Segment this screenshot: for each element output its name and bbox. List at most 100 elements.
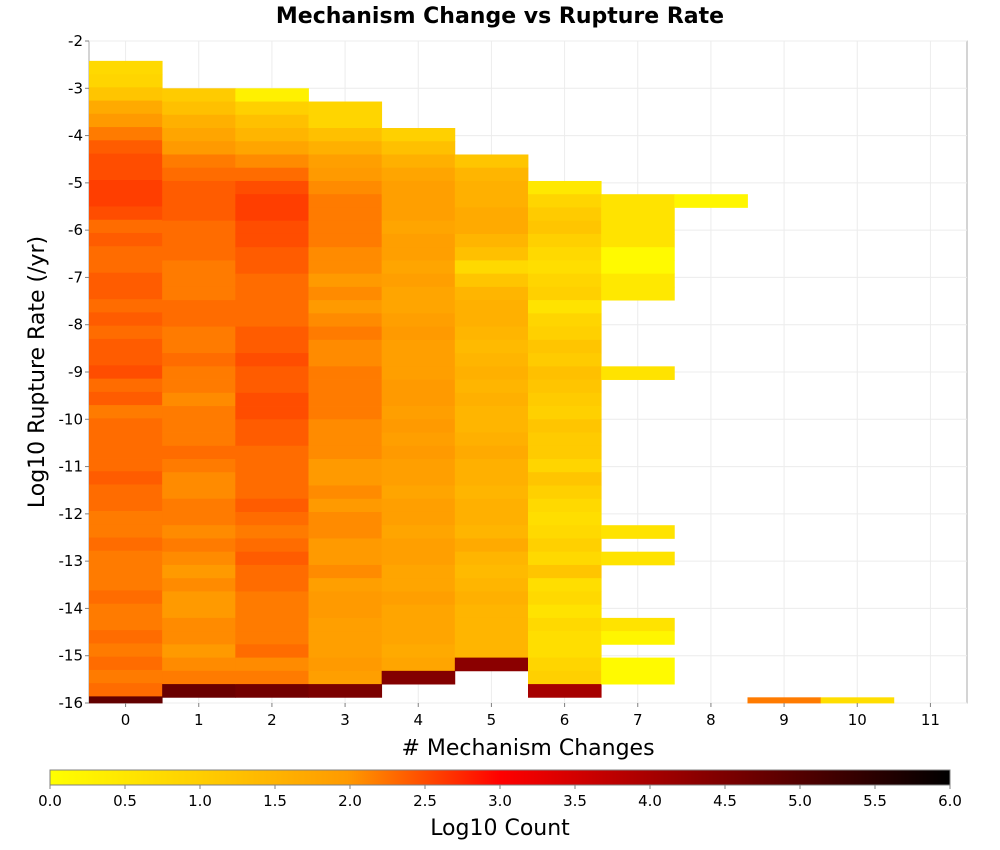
heatmap-cell: [235, 657, 309, 672]
heatmap-cell: [235, 379, 309, 394]
heatmap-cell: [89, 246, 163, 260]
heatmap-cell: [308, 366, 383, 380]
heatmap-cell: [89, 656, 163, 671]
heatmap-cell: [89, 391, 163, 406]
heatmap-cell: [454, 578, 529, 592]
heatmap-cell: [162, 498, 236, 513]
heatmap-cell: [162, 379, 236, 394]
chart-title: Mechanism Change vs Rupture Rate: [276, 4, 724, 29]
heatmap-cell: [308, 194, 383, 208]
heatmap-cell: [528, 233, 602, 248]
heatmap-cell: [308, 353, 383, 367]
heatmap-cell: [89, 418, 163, 432]
heatmap-cell: [308, 459, 383, 473]
heatmap-cell: [89, 232, 163, 247]
heatmap-cell: [162, 326, 236, 341]
heatmap-cell: [528, 604, 602, 619]
heatmap-cell: [89, 272, 163, 287]
heatmap-cell: [308, 498, 383, 513]
heatmap-cell: [381, 564, 456, 579]
heatmap-cell: [601, 273, 675, 288]
heatmap-cell: [454, 525, 529, 539]
heatmap-cell: [89, 511, 163, 525]
heatmap-cell: [162, 459, 236, 473]
heatmap-cell: [89, 497, 163, 512]
heatmap-cell: [89, 590, 163, 605]
heatmap-cell: [308, 432, 383, 447]
heatmap-cell: [601, 220, 675, 235]
heatmap-cell: [528, 631, 602, 645]
colorbar-tick-label: 0.0: [38, 792, 62, 810]
heatmap-cell: [601, 631, 675, 645]
y-tick-label: -6: [68, 221, 83, 239]
heatmap-cell: [454, 564, 529, 579]
heatmap-cell: [308, 670, 383, 685]
heatmap-cell: [528, 670, 602, 685]
heatmap-cell: [235, 525, 309, 539]
heatmap-cell: [381, 247, 456, 261]
heatmap-cell: [308, 485, 383, 500]
heatmap-cell: [308, 154, 383, 169]
heatmap-cell: [308, 604, 383, 619]
heatmap-cell: [235, 670, 309, 685]
heatmap-cell: [235, 485, 309, 500]
heatmap-cell: [308, 167, 383, 182]
heatmap-cell: [381, 339, 456, 354]
heatmap-cell: [235, 154, 309, 169]
heatmap-cell: [308, 313, 383, 328]
heatmap-cell: [235, 511, 309, 526]
heatmap-cell: [454, 419, 529, 433]
heatmap-cell: [89, 193, 163, 207]
heatmap-cell: [528, 445, 602, 460]
heatmap-cell: [162, 180, 236, 195]
colorbar-tick-label: 1.5: [263, 792, 287, 810]
heatmap-cell: [235, 260, 309, 275]
heatmap-cell: [381, 194, 456, 208]
heatmap-cell: [89, 285, 163, 300]
heatmap-cell: [235, 247, 309, 261]
heatmap-cell: [308, 233, 383, 248]
heatmap-cell: [89, 669, 163, 684]
heatmap-cell: [381, 472, 456, 486]
y-tick-label: -4: [68, 127, 83, 145]
x-tick-label: 1: [194, 711, 204, 729]
heatmap-cell: [235, 684, 309, 698]
heatmap-cell: [162, 233, 236, 248]
heatmap-cell: [162, 339, 236, 354]
heatmap-cell: [89, 365, 163, 380]
heatmap-cell: [528, 419, 602, 433]
heatmap-cell: [308, 141, 383, 155]
heatmap-cell: [89, 550, 163, 565]
heatmap-cell: [381, 511, 456, 526]
heatmap-cell: [528, 220, 602, 235]
heatmap-cell: [235, 366, 309, 380]
heatmap-cell: [601, 260, 675, 275]
heatmap-cell: [528, 551, 602, 566]
heatmap-cell: [162, 432, 236, 447]
heatmap-cell: [162, 419, 236, 433]
heatmap-cell: [235, 286, 309, 301]
heatmap-cell: [454, 551, 529, 566]
heatmap-cell: [308, 326, 383, 341]
heatmap-cell: [454, 657, 529, 672]
heatmap-cell: [162, 313, 236, 328]
heatmap-cell: [528, 617, 602, 632]
heatmap-cell: [89, 180, 163, 194]
x-tick-label: 6: [560, 711, 570, 729]
heatmap-cell: [528, 591, 602, 606]
heatmap-cell: [235, 180, 309, 195]
heatmap-cell: [308, 591, 383, 606]
heatmap-cell: [528, 260, 602, 275]
y-tick-label: -2: [68, 32, 83, 50]
heatmap-cell: [235, 644, 309, 659]
heatmap-cell: [308, 657, 383, 672]
y-tick-label: -13: [59, 552, 84, 570]
heatmap-cell: [528, 286, 602, 301]
heatmap-cell: [89, 471, 163, 485]
heatmap-cell: [162, 353, 236, 367]
heatmap-cell: [454, 167, 529, 182]
heatmap-cell: [454, 273, 529, 288]
heatmap-cell: [454, 459, 529, 473]
heatmap-cell: [454, 154, 529, 169]
heatmap-cell: [235, 194, 309, 208]
